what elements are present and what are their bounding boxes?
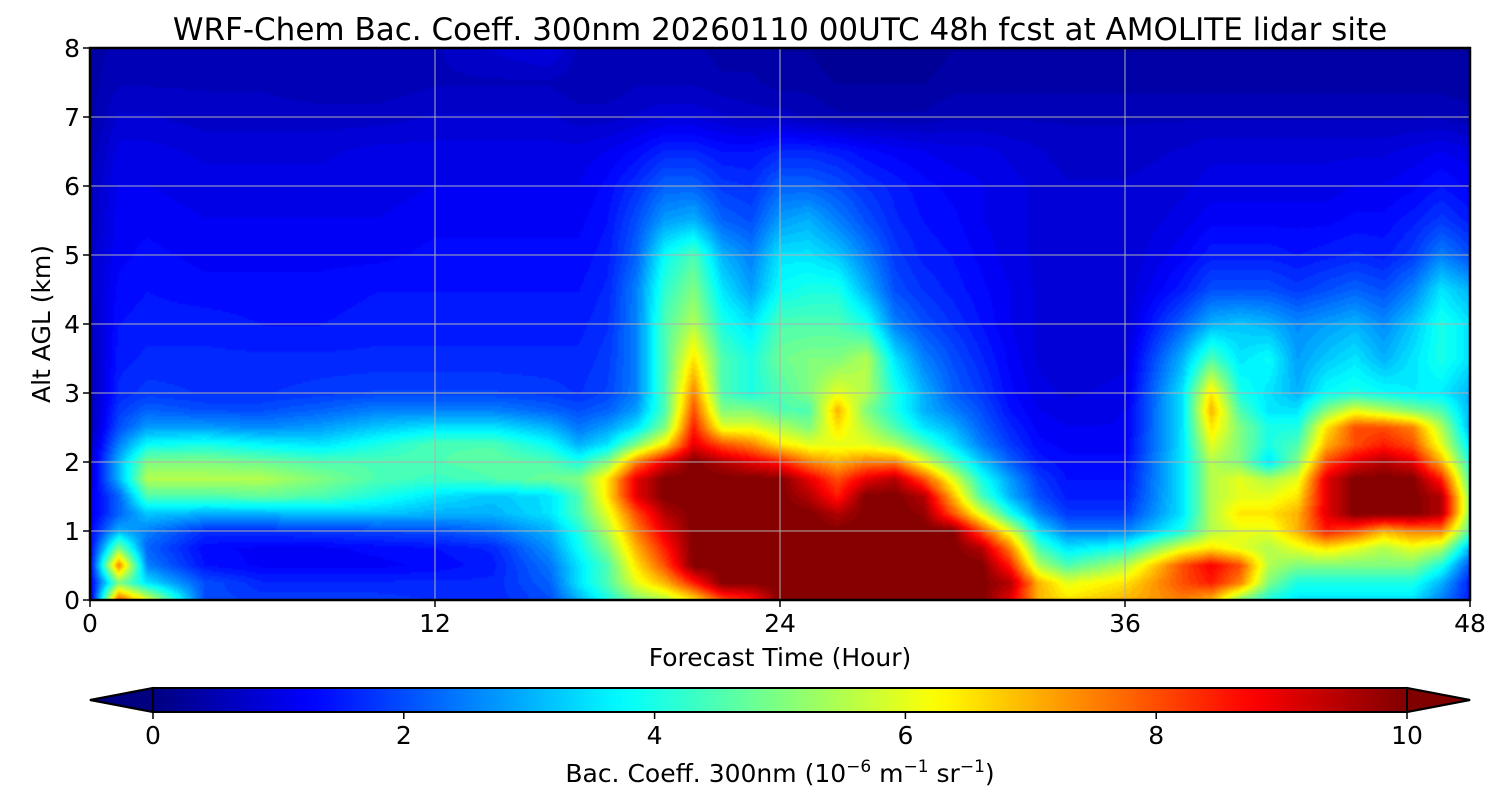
y-axis-ticks: 0 1 2 3 4 5 6 7 8 <box>64 34 90 615</box>
chart-title: WRF-Chem Bac. Coeff. 300nm 20260110 00UT… <box>173 12 1387 48</box>
colorbar-tick-label: 2 <box>396 721 412 750</box>
colorbar-label-exp2: −1 <box>904 757 929 777</box>
y-tick-label: 0 <box>64 586 80 615</box>
x-tick-label: 0 <box>82 609 98 638</box>
x-tick-label: 24 <box>764 609 796 638</box>
colorbar-label: Bac. Coeff. 300nm (10−6 m−1 sr−1) <box>565 757 994 788</box>
y-tick-label: 5 <box>64 241 80 270</box>
colorbar-ticks: 0 2 4 6 8 10 <box>145 712 1423 750</box>
y-tick-label: 8 <box>64 34 80 63</box>
y-tick-label: 2 <box>64 448 80 477</box>
colorbar-max-extend <box>1406 686 1471 714</box>
x-axis-label: Forecast Time (Hour) <box>649 643 912 672</box>
colorbar-min-extend <box>89 686 154 714</box>
y-axis-label: Alt AGL (km) <box>27 245 56 403</box>
colorbar-tick-label: 4 <box>647 721 663 750</box>
colorbar-label-exp3: −1 <box>960 757 985 777</box>
y-tick-label: 7 <box>64 103 80 132</box>
grid-lines <box>90 48 1470 600</box>
x-tick-label: 12 <box>419 609 451 638</box>
colorbar-tick-label: 8 <box>1148 721 1164 750</box>
colorbar-label-main: Bac. Coeff. 300nm (10 <box>565 759 846 788</box>
y-tick-label: 4 <box>64 310 80 339</box>
y-tick-label: 3 <box>64 379 80 408</box>
colorbar: 0 2 4 6 8 10 Bac. Coeff. 300nm (10−6 m−1 sr−1… <box>89 686 1471 788</box>
colorbar-gradient <box>153 688 1407 712</box>
colorbar-tick-label: 10 <box>1391 721 1423 750</box>
colorbar-label-unit2: sr <box>929 759 961 788</box>
y-tick-label: 1 <box>64 517 80 546</box>
x-tick-label: 48 <box>1454 609 1486 638</box>
y-tick-label: 6 <box>64 172 80 201</box>
colorbar-tick-label: 6 <box>897 721 913 750</box>
colorbar-tick-label: 0 <box>145 721 161 750</box>
x-tick-label: 36 <box>1109 609 1141 638</box>
colorbar-label-exp1: −6 <box>846 757 871 777</box>
x-axis-ticks: 0 12 24 36 48 <box>82 600 1486 638</box>
colorbar-label-close: ) <box>985 759 995 788</box>
colorbar-label-unit1: m <box>871 759 903 788</box>
